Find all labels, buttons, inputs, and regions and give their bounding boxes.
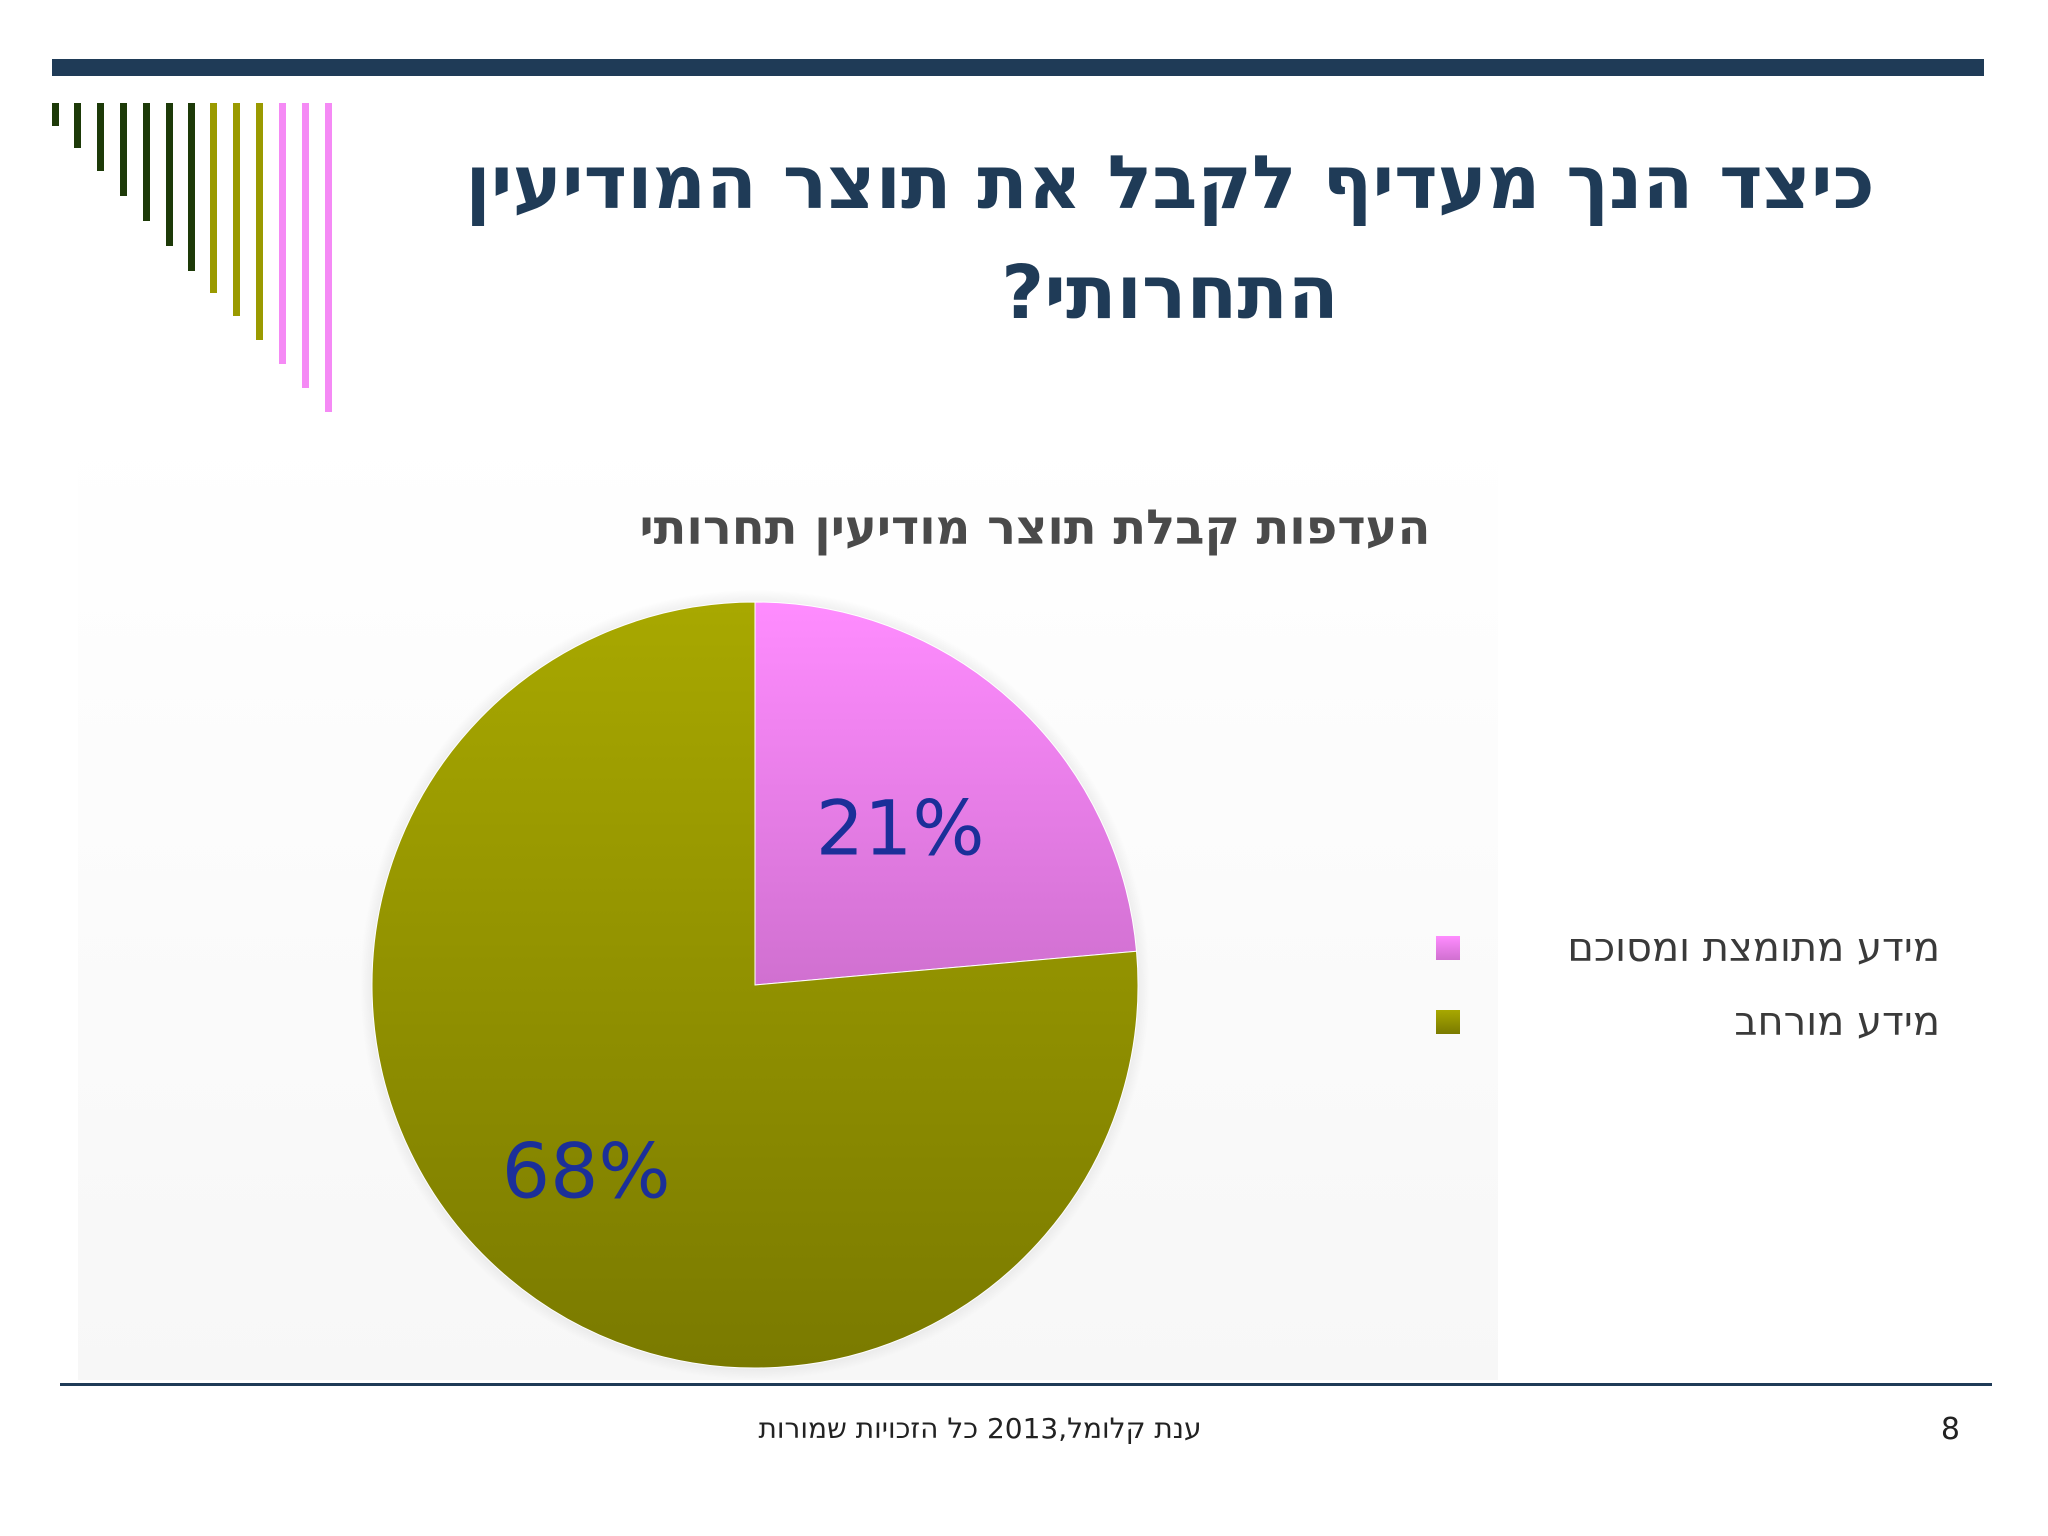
pie-slice-1 xyxy=(754,601,1138,986)
chart-title: העדפות קבלת תוצר מודיעין תחרותי xyxy=(639,500,1431,556)
deco-bar-8 xyxy=(210,103,217,293)
slide-title-line-1: כיצד הנך מעדיף לקבל את תוצר המודיעין xyxy=(465,140,1875,226)
legend-swatch-extended xyxy=(1436,1010,1460,1034)
deco-bar-11 xyxy=(279,103,286,364)
top-rule xyxy=(52,59,1984,76)
deco-bar-6 xyxy=(166,103,173,246)
legend-item-summary: מידע מתומצת ומסוכם xyxy=(1430,918,1940,992)
page-number: 8 xyxy=(1940,1412,1960,1447)
footer-copyright: ענת קלומל,2013 כל הזכויות שמורות xyxy=(758,1412,1202,1445)
pie-chart: 21% 68% xyxy=(360,590,1150,1380)
decorative-bars xyxy=(0,0,360,420)
deco-bar-4 xyxy=(120,103,127,196)
pie-data-labels: 21% 68% xyxy=(502,783,985,1215)
chart-legend: מידע מתומצת ומסוכם מידע מורחב xyxy=(1430,918,1940,1066)
pie-data-label-2: 68% xyxy=(502,1126,671,1215)
slide-title: כיצד הנך מעדיף לקבל את תוצר המודיעין התח… xyxy=(360,128,1980,348)
deco-bar-3 xyxy=(97,103,104,171)
pie-slice-2 xyxy=(371,601,1139,1369)
deco-bar-12 xyxy=(302,103,309,388)
deco-bar-2 xyxy=(74,103,81,148)
legend-swatch-summary xyxy=(1436,936,1460,960)
legend-item-extended: מידע מורחב xyxy=(1430,992,1940,1066)
deco-bar-5 xyxy=(143,103,150,221)
legend-label-summary: מידע מתומצת ומסוכם xyxy=(1567,925,1940,971)
pie-slices xyxy=(371,601,1139,1369)
bottom-rule xyxy=(60,1383,1992,1386)
deco-bar-10 xyxy=(256,103,263,340)
deco-bar-13 xyxy=(325,103,332,412)
deco-bar-7 xyxy=(188,103,195,271)
deco-bar-9 xyxy=(233,103,240,316)
slide-title-line-2: התחרותי? xyxy=(1001,250,1339,336)
legend-label-extended: מידע מורחב xyxy=(1734,999,1940,1045)
deco-bar-1 xyxy=(52,103,59,126)
pie-data-label-1: 21% xyxy=(816,783,985,872)
